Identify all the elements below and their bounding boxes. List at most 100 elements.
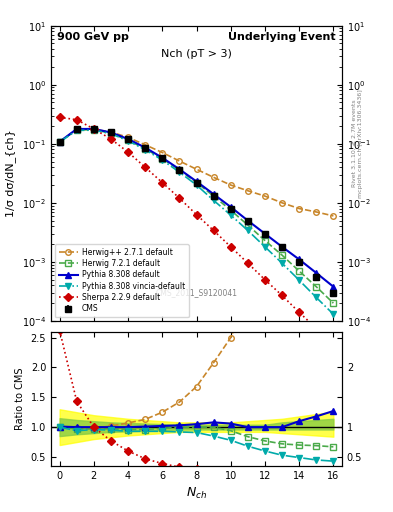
Pythia 8.308 vincia-default xyxy=(280,260,285,266)
Pythia 8.308 vincia-default xyxy=(246,227,250,233)
Legend: Herwig++ 2.7.1 default, Herwig 7.2.1 default, Pythia 8.308 default, Pythia 8.308: Herwig++ 2.7.1 default, Herwig 7.2.1 def… xyxy=(55,244,189,317)
Herwig++ 2.7.1 default xyxy=(92,126,96,133)
Pythia 8.308 default xyxy=(57,139,62,145)
Text: CMS_2011_S9120041: CMS_2011_S9120041 xyxy=(156,288,237,297)
Sherpa 2.2.9 default xyxy=(177,195,182,201)
Herwig 7.2.1 default xyxy=(108,130,113,136)
Herwig++ 2.7.1 default xyxy=(194,166,199,173)
Sherpa 2.2.9 default xyxy=(211,227,216,233)
Text: Underlying Event: Underlying Event xyxy=(228,32,336,41)
Herwig 7.2.1 default xyxy=(314,284,319,290)
Sherpa 2.2.9 default xyxy=(126,149,130,155)
Text: mcplots.cern.ch [arXiv:1306.3436]: mcplots.cern.ch [arXiv:1306.3436] xyxy=(358,89,363,198)
Y-axis label: Ratio to CMS: Ratio to CMS xyxy=(15,368,25,430)
Herwig 7.2.1 default xyxy=(297,268,301,274)
Text: Nch (pT > 3): Nch (pT > 3) xyxy=(161,49,232,59)
Herwig 7.2.1 default xyxy=(143,146,147,152)
Herwig 7.2.1 default xyxy=(74,127,79,133)
Pythia 8.308 vincia-default xyxy=(297,277,301,283)
Herwig 7.2.1 default xyxy=(331,300,336,306)
Herwig++ 2.7.1 default xyxy=(263,193,267,199)
Herwig 7.2.1 default xyxy=(246,222,250,228)
Herwig++ 2.7.1 default xyxy=(297,205,301,211)
Pythia 8.308 vincia-default xyxy=(108,131,113,137)
Sherpa 2.2.9 default xyxy=(246,260,250,266)
Pythia 8.308 vincia-default xyxy=(92,127,96,133)
Herwig 7.2.1 default xyxy=(280,252,285,258)
Herwig++ 2.7.1 default xyxy=(108,129,113,135)
Pythia 8.308 vincia-default xyxy=(228,212,233,218)
Pythia 8.308 default xyxy=(108,130,113,136)
Sherpa 2.2.9 default xyxy=(280,292,285,298)
Herwig++ 2.7.1 default xyxy=(160,150,165,156)
Pythia 8.308 vincia-default xyxy=(331,311,336,317)
Herwig++ 2.7.1 default xyxy=(211,174,216,180)
Sherpa 2.2.9 default xyxy=(194,211,199,218)
Line: Pythia 8.308 vincia-default: Pythia 8.308 vincia-default xyxy=(57,127,336,317)
Pythia 8.308 default xyxy=(143,144,147,151)
Line: Pythia 8.308 default: Pythia 8.308 default xyxy=(57,126,336,289)
Pythia 8.308 vincia-default xyxy=(211,197,216,203)
Herwig++ 2.7.1 default xyxy=(57,139,62,145)
Sherpa 2.2.9 default xyxy=(160,180,165,186)
Pythia 8.308 vincia-default xyxy=(57,139,62,145)
Herwig++ 2.7.1 default xyxy=(331,213,336,219)
Herwig++ 2.7.1 default xyxy=(314,209,319,215)
Pythia 8.308 vincia-default xyxy=(143,147,147,153)
Sherpa 2.2.9 default xyxy=(314,325,319,331)
Line: Herwig 7.2.1 default: Herwig 7.2.1 default xyxy=(57,127,336,306)
Text: Rivet 3.1.10, ≥ 2.7M events: Rivet 3.1.10, ≥ 2.7M events xyxy=(352,99,357,187)
Herwig++ 2.7.1 default xyxy=(228,182,233,188)
Herwig 7.2.1 default xyxy=(177,167,182,173)
Herwig 7.2.1 default xyxy=(126,137,130,143)
Sherpa 2.2.9 default xyxy=(108,136,113,142)
Pythia 8.308 default xyxy=(211,191,216,197)
Pythia 8.308 vincia-default xyxy=(177,169,182,175)
Herwig 7.2.1 default xyxy=(194,180,199,186)
Pythia 8.308 default xyxy=(126,136,130,142)
Pythia 8.308 default xyxy=(314,270,319,276)
Pythia 8.308 vincia-default xyxy=(74,127,79,134)
Herwig++ 2.7.1 default xyxy=(246,188,250,194)
Herwig 7.2.1 default xyxy=(57,139,62,145)
Herwig++ 2.7.1 default xyxy=(280,200,285,206)
Pythia 8.308 default xyxy=(74,126,79,132)
Sherpa 2.2.9 default xyxy=(297,309,301,315)
Text: 900 GeV pp: 900 GeV pp xyxy=(57,32,129,41)
Pythia 8.308 default xyxy=(246,218,250,224)
Line: Sherpa 2.2.9 default: Sherpa 2.2.9 default xyxy=(57,115,336,347)
Pythia 8.308 default xyxy=(160,155,165,161)
Herwig 7.2.1 default xyxy=(92,126,96,133)
X-axis label: $N_{ch}$: $N_{ch}$ xyxy=(186,486,207,501)
Line: Herwig++ 2.7.1 default: Herwig++ 2.7.1 default xyxy=(57,126,336,219)
Sherpa 2.2.9 default xyxy=(263,276,267,283)
Pythia 8.308 default xyxy=(194,178,199,184)
Y-axis label: 1/σ dσ/dN_{ch}: 1/σ dσ/dN_{ch} xyxy=(6,130,17,217)
Herwig 7.2.1 default xyxy=(160,156,165,162)
Sherpa 2.2.9 default xyxy=(228,244,233,250)
Herwig 7.2.1 default xyxy=(263,238,267,244)
Herwig++ 2.7.1 default xyxy=(126,134,130,140)
Pythia 8.308 vincia-default xyxy=(160,157,165,163)
Herwig++ 2.7.1 default xyxy=(143,142,147,148)
Pythia 8.308 vincia-default xyxy=(263,244,267,250)
Pythia 8.308 vincia-default xyxy=(194,182,199,188)
Sherpa 2.2.9 default xyxy=(57,114,62,120)
Pythia 8.308 default xyxy=(297,257,301,263)
Sherpa 2.2.9 default xyxy=(143,164,147,170)
Pythia 8.308 default xyxy=(92,126,96,132)
Pythia 8.308 default xyxy=(280,244,285,250)
Pythia 8.308 vincia-default xyxy=(126,138,130,144)
Sherpa 2.2.9 default xyxy=(74,117,79,123)
Herwig++ 2.7.1 default xyxy=(177,158,182,164)
Pythia 8.308 default xyxy=(263,230,267,237)
Herwig++ 2.7.1 default xyxy=(74,126,79,133)
Sherpa 2.2.9 default xyxy=(92,126,96,132)
Pythia 8.308 default xyxy=(331,284,336,290)
Pythia 8.308 vincia-default xyxy=(314,294,319,301)
Sherpa 2.2.9 default xyxy=(331,342,336,348)
Pythia 8.308 default xyxy=(228,204,233,210)
Herwig 7.2.1 default xyxy=(211,193,216,199)
Pythia 8.308 default xyxy=(177,166,182,173)
Herwig 7.2.1 default xyxy=(228,207,233,214)
